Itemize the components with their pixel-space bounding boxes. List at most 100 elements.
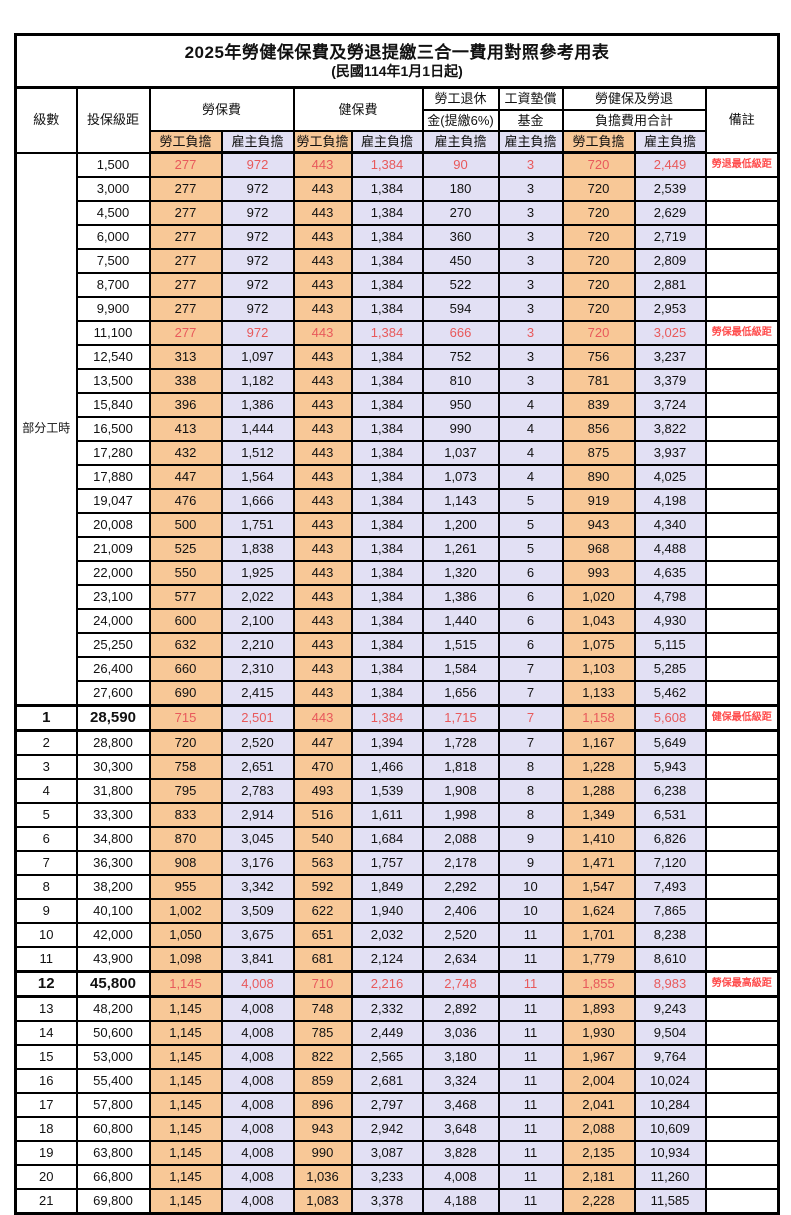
cell-total-employer: 4,340 (633, 512, 707, 538)
cell-total-employee: 2,041 (561, 1092, 636, 1118)
cell-health-employee: 493 (292, 778, 353, 804)
cell-total-employer: 10,934 (633, 1140, 707, 1166)
col-header-total-line2: 負擔費用合計 (561, 109, 707, 132)
table-row: 10 42,000 1,050 3,675 651 2,032 2,520 11 1,701 8,… (14, 922, 780, 948)
cell-wage-fund-employer: 8 (497, 802, 564, 828)
cell-health-employer: 1,384 (350, 536, 424, 562)
cell-total-employer: 5,462 (633, 680, 707, 707)
cell-health-employee: 443 (292, 392, 353, 418)
table-row: 3,000 277 972 443 1,384 180 3 720 2,539 (16, 176, 780, 202)
cell-total-employee: 1,228 (561, 754, 636, 780)
cell-pension-employer: 3,036 (421, 1020, 500, 1046)
cell-pension-employer: 3,180 (421, 1044, 500, 1070)
cell-bracket: 4,500 (75, 200, 151, 226)
cell-bracket: 9,900 (75, 296, 151, 322)
cell-total-employee: 919 (561, 488, 636, 514)
cell-total-employer: 5,943 (633, 754, 707, 780)
cell-remark (704, 1044, 780, 1070)
cell-remark (704, 946, 780, 973)
cell-bracket: 25,250 (75, 632, 151, 658)
cell-total-employee: 1,547 (561, 874, 636, 900)
cell-labor-employer: 2,520 (220, 729, 295, 756)
cell-remark (704, 584, 780, 610)
cell-labor-employer: 3,342 (220, 874, 295, 900)
cell-bracket: 13,500 (75, 368, 151, 394)
cell-bracket: 34,800 (75, 826, 151, 852)
cell-labor-employer: 1,666 (220, 488, 295, 514)
cell-total-employee: 1,624 (561, 898, 636, 924)
cell-pension-employer: 1,440 (421, 608, 500, 634)
cell-wage-fund-employer: 3 (497, 368, 564, 394)
cell-pension-employer: 950 (421, 392, 500, 418)
cell-total-employer: 3,379 (633, 368, 707, 394)
cell-bracket: 30,300 (75, 754, 151, 780)
page-title: 2025年勞健保保費及勞退提繳三合一費用對照參考用表 (184, 42, 610, 62)
cell-bracket: 57,800 (75, 1092, 151, 1118)
cell-pension-employer: 3,828 (421, 1140, 500, 1166)
col-header-pension-line1: 勞工退休 (421, 86, 500, 111)
cell-health-employer: 1,384 (350, 584, 424, 610)
table-row: 9,900 277 972 443 1,384 594 3 720 2,953 (16, 296, 780, 322)
cell-total-employee: 968 (561, 536, 636, 562)
cell-bracket: 63,800 (75, 1140, 151, 1166)
table-row: 12,540 313 1,097 443 1,384 752 3 756 3,237 (16, 344, 780, 370)
table-row: 21,009 525 1,838 443 1,384 1,261 5 968 4,488 (16, 536, 780, 562)
cell-wage-fund-employer: 5 (497, 536, 564, 562)
cell-wage-fund-employer: 11 (497, 970, 564, 998)
subheader-labor-employee: 勞工負擔 (148, 130, 223, 154)
cell-total-employee: 1,893 (561, 995, 636, 1022)
cell-wage-fund-employer: 11 (497, 922, 564, 948)
cell-bracket: 55,400 (75, 1068, 151, 1094)
cell-total-employer: 10,024 (633, 1068, 707, 1094)
cell-health-employee: 443 (292, 704, 353, 732)
cell-labor-employee: 447 (148, 464, 223, 490)
cell-total-employer: 3,025 (633, 320, 707, 346)
cell-total-employer: 8,983 (633, 970, 707, 998)
cell-health-employer: 2,032 (350, 922, 424, 948)
cell-labor-employee: 1,145 (148, 1044, 223, 1070)
cell-bracket: 17,280 (75, 440, 151, 466)
cell-remark (704, 1068, 780, 1094)
cell-total-employee: 1,855 (561, 970, 636, 998)
table-row: 4 31,800 795 2,783 493 1,539 1,908 8 1,288 6,238 (14, 778, 780, 804)
cell-remark (704, 995, 780, 1022)
cell-remark (704, 754, 780, 780)
cell-labor-employer: 2,651 (220, 754, 295, 780)
cell-health-employer: 1,384 (350, 656, 424, 682)
cell-total-employee: 1,043 (561, 608, 636, 634)
cell-total-employer: 2,449 (633, 151, 707, 178)
cell-health-employer: 1,384 (350, 344, 424, 370)
cell-total-employer: 9,504 (633, 1020, 707, 1046)
cell-remark (704, 344, 780, 370)
cell-labor-employer: 4,008 (220, 970, 295, 998)
cell-total-employer: 3,237 (633, 344, 707, 370)
cell-health-employer: 1,384 (350, 632, 424, 658)
cell-level: 5 (14, 802, 78, 828)
cell-level: 6 (14, 826, 78, 852)
cell-health-employer: 2,332 (350, 995, 424, 1022)
header-row-1: 級數 投保級距 勞保費 健保費 勞工退休 工資墊償 勞健保及勞退 備註 (14, 86, 780, 154)
cell-health-employee: 592 (292, 874, 353, 900)
cell-labor-employee: 277 (148, 224, 223, 250)
fee-table: 2025年勞健保保費及勞退提繳三合一費用對照參考用表 (民國114年1月1日起)… (14, 33, 781, 1215)
cell-total-employee: 1,930 (561, 1020, 636, 1046)
cell-total-employer: 6,238 (633, 778, 707, 804)
cell-total-employee: 720 (561, 200, 636, 226)
cell-labor-employee: 550 (148, 560, 223, 586)
cell-wage-fund-employer: 7 (497, 704, 564, 732)
table-row: 1 28,590 715 2,501 443 1,384 1,715 7 1,158 5,608 健… (14, 704, 780, 732)
cell-bracket: 38,200 (75, 874, 151, 900)
cell-health-employer: 3,378 (350, 1188, 424, 1215)
cell-total-employer: 8,238 (633, 922, 707, 948)
cell-bracket: 43,900 (75, 946, 151, 973)
cell-pension-employer: 450 (421, 248, 500, 274)
cell-remark (704, 560, 780, 586)
cell-pension-employer: 594 (421, 296, 500, 322)
cell-total-employee: 756 (561, 344, 636, 370)
cell-remark (704, 368, 780, 394)
cell-total-employer: 2,881 (633, 272, 707, 298)
cell-wage-fund-employer: 3 (497, 224, 564, 250)
cell-labor-employee: 525 (148, 536, 223, 562)
cell-pension-employer: 2,748 (421, 970, 500, 998)
col-header-wage-fund-line2: 基金 (497, 109, 564, 132)
